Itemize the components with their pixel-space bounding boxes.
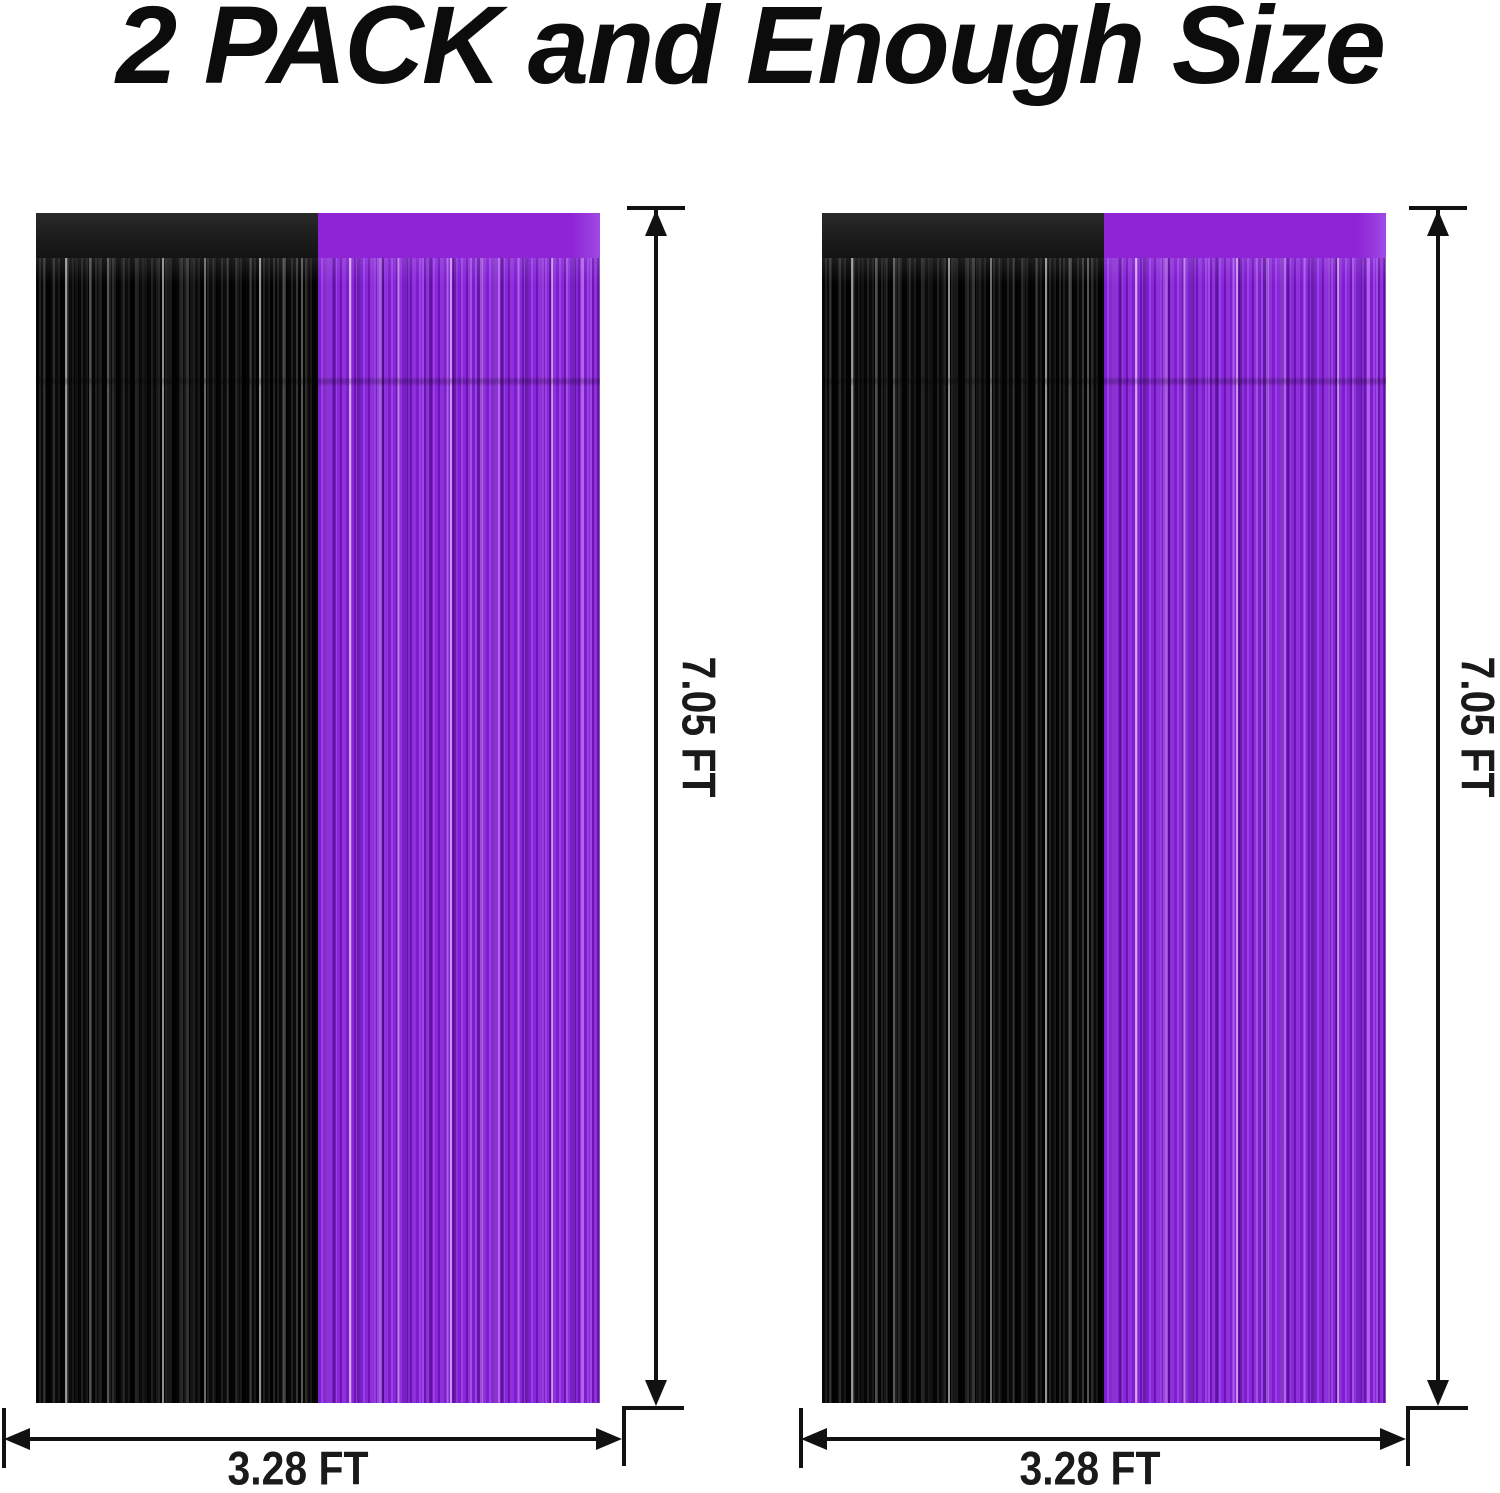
arrow-up-icon bbox=[645, 210, 667, 236]
arrow-right-icon bbox=[596, 1428, 622, 1450]
curtain-2-black-half bbox=[822, 213, 1104, 1403]
curtain-1-purple-header-band bbox=[318, 213, 600, 258]
height-dimension-line-1 bbox=[654, 208, 658, 1383]
curtain-2-purple-fringe bbox=[1104, 258, 1386, 1403]
curtain-2-purple-header-band bbox=[1104, 213, 1386, 258]
fringe-curtain-2 bbox=[822, 213, 1386, 1403]
height-label-1: 7.05 FT bbox=[672, 656, 726, 798]
arrow-left-icon bbox=[801, 1428, 827, 1450]
curtain-1-black-header-band bbox=[36, 213, 318, 258]
curtain-1-purple-fringe bbox=[318, 258, 600, 1403]
corner-bracket-vertical-2 bbox=[1406, 1406, 1410, 1466]
arrow-right-icon bbox=[1380, 1428, 1406, 1450]
height-label-2: 7.05 FT bbox=[1451, 656, 1500, 798]
arrow-left-icon bbox=[4, 1428, 30, 1450]
arrow-down-icon bbox=[645, 1380, 667, 1406]
arrow-up-icon bbox=[1427, 210, 1449, 236]
curtain-1-purple-half bbox=[318, 213, 600, 1403]
arrow-down-icon bbox=[1427, 1380, 1449, 1406]
height-dimension-line-2 bbox=[1436, 208, 1440, 1383]
corner-bracket-vertical-1 bbox=[622, 1406, 626, 1466]
curtain-2-purple-half bbox=[1104, 213, 1386, 1403]
curtain-1-black-half bbox=[36, 213, 318, 1403]
curtain-2-black-fringe bbox=[822, 258, 1104, 1403]
curtain-2-black-header-band bbox=[822, 213, 1104, 258]
width-label-2: 3.28 FT bbox=[1019, 1441, 1161, 1493]
width-dimension-line-2 bbox=[823, 1437, 1382, 1441]
width-dimension-line-1 bbox=[26, 1437, 598, 1441]
fringe-curtain-1 bbox=[36, 213, 600, 1403]
curtain-1-black-fringe bbox=[36, 258, 318, 1403]
page-title: 2 PACK and Enough Size bbox=[116, 0, 1386, 107]
width-label-1: 3.28 FT bbox=[227, 1441, 369, 1493]
corner-bracket-horizontal-1 bbox=[622, 1406, 684, 1410]
corner-bracket-horizontal-2 bbox=[1406, 1406, 1468, 1410]
